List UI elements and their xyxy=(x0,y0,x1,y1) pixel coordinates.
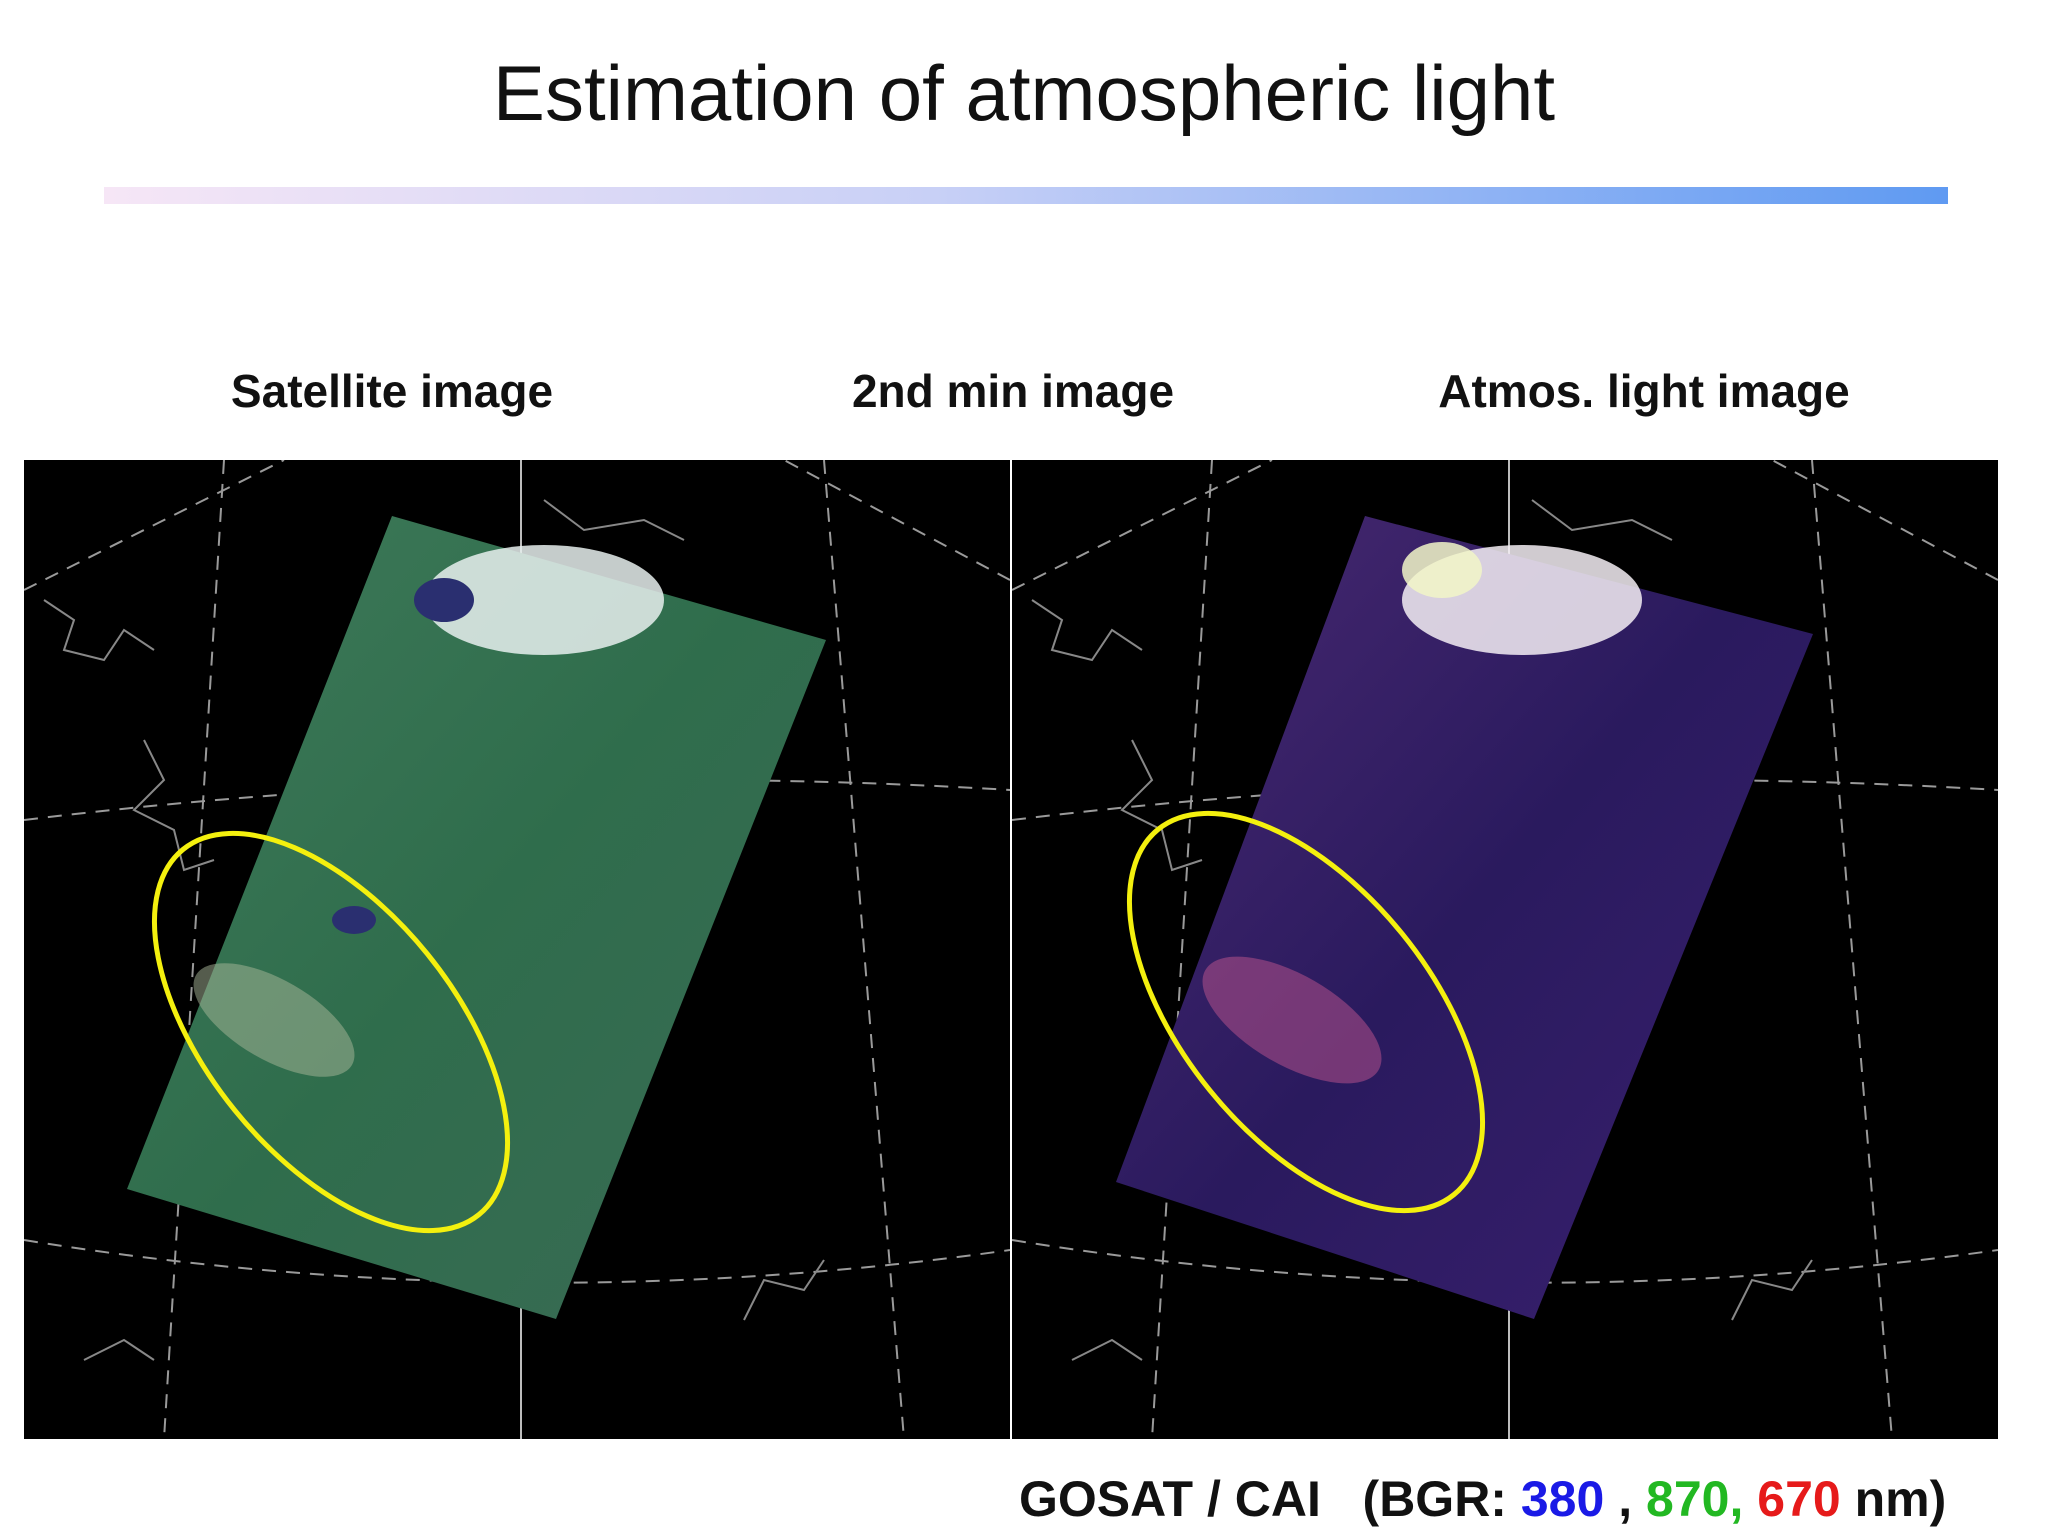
band-blue: 380 xyxy=(1520,1471,1605,1527)
footer-suffix: nm) xyxy=(1854,1471,1947,1527)
band-green: 870, xyxy=(1646,1471,1744,1527)
highlight-ellipse xyxy=(151,830,511,1234)
highlight-ellipse xyxy=(1126,810,1486,1214)
atmos-panel xyxy=(1012,460,1998,1439)
satellite-panel xyxy=(24,460,1010,1439)
atmos-swath xyxy=(1116,516,1813,1319)
panel-label: 2nd min image xyxy=(851,365,1175,417)
satellite-swath xyxy=(127,516,826,1319)
panel-label: Atmos. light image xyxy=(1438,365,1850,417)
panel-label: Satellite image xyxy=(230,365,554,417)
footer-sep: , xyxy=(1618,1471,1633,1527)
footer: GOSAT / CAI (BGR: 380 , 870, 670 nm) xyxy=(1019,1470,1946,1528)
title-rule xyxy=(104,187,1948,204)
footer-prefix: (BGR: xyxy=(1362,1471,1507,1527)
band-red: 670 xyxy=(1757,1471,1841,1527)
slide-title: Estimation of atmospheric light xyxy=(492,49,1556,137)
footer-source: GOSAT / CAI xyxy=(1019,1471,1321,1527)
